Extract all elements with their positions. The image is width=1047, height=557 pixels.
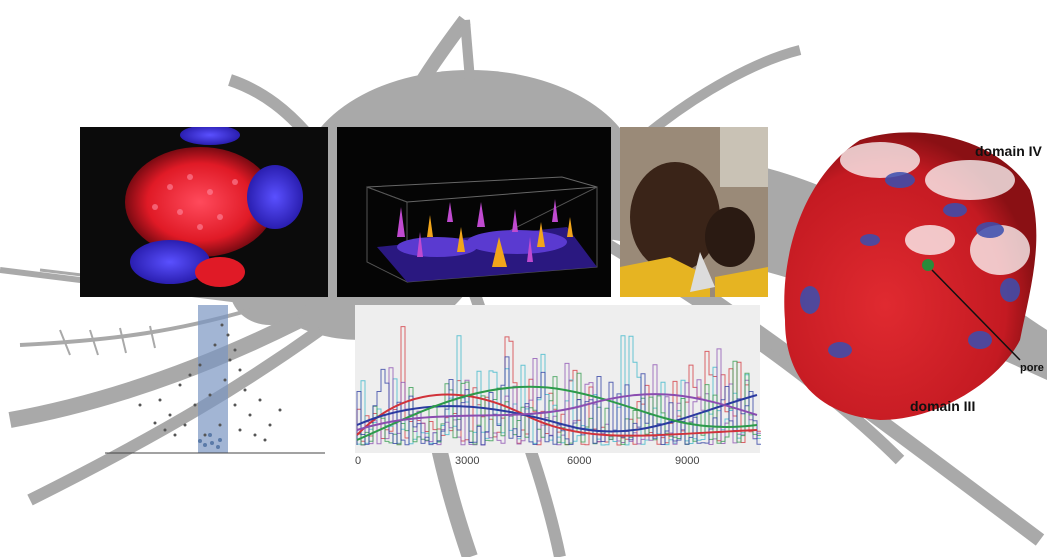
noise-line-4 xyxy=(356,356,761,446)
timeseries-line-chart: 0 3000 6000 9000 xyxy=(345,305,770,475)
x-tick-9000: 9000 xyxy=(675,455,700,467)
smooth-line-1 xyxy=(356,394,758,433)
fluorescence-microscopy-image xyxy=(80,127,328,297)
protein-surface-image xyxy=(780,120,1047,430)
volcano-plot xyxy=(100,305,330,465)
smooth-line-3 xyxy=(356,393,758,431)
label-domain-iii: domain III xyxy=(910,398,976,414)
x-tick-6000: 6000 xyxy=(567,455,592,467)
3d-surface-plot-image xyxy=(337,127,611,297)
children-photo xyxy=(620,127,768,297)
label-domain-iv: domain IV xyxy=(975,143,1042,159)
label-pore: pore xyxy=(1020,362,1044,374)
x-tick-3000: 3000 xyxy=(455,455,480,467)
smooth-line-2 xyxy=(356,385,758,441)
x-tick-0: 0 xyxy=(355,455,362,467)
